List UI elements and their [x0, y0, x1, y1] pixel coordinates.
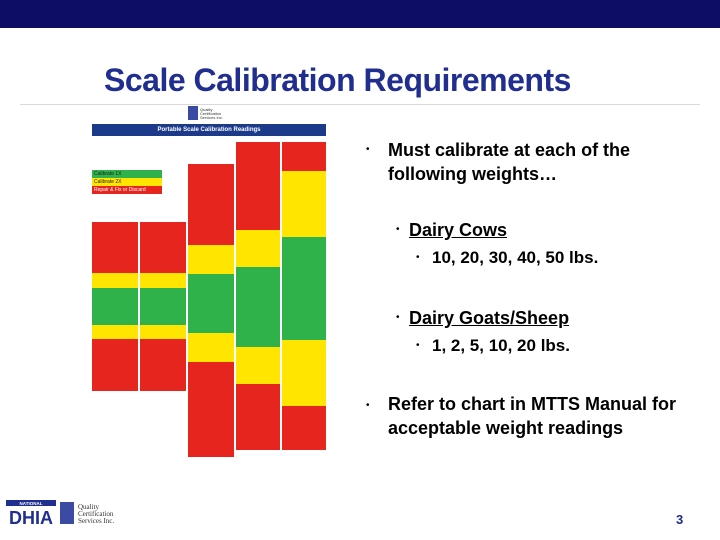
goats-sheep-weights: 1, 2, 5, 10, 20 lbs. [432, 336, 570, 355]
bullet-dairy-cows[interactable]: Dairy Cows [409, 220, 508, 240]
bullet-dot: • [366, 144, 370, 155]
legend-repair: Repair & Fix or Discard [92, 186, 162, 194]
qcs-logo-line1: Quality [78, 503, 99, 511]
legend-calibrate-2x: Calibrate 2X [92, 178, 162, 186]
dhia-logo-icon: NATIONAL DHIA [6, 500, 56, 526]
slide-title: Scale Calibration Requirements [104, 62, 571, 98]
calibration-chart: Quality Certification Services Inc. Port… [92, 104, 326, 466]
bullet-dot: • [416, 340, 420, 351]
svg-text:Certification: Certification [200, 111, 221, 116]
bullet-dot: • [396, 312, 400, 323]
chart-header: Portable Scale Calibration Readings [92, 124, 326, 136]
page-number: 3 [676, 512, 684, 527]
legend-calibrate-1x: Calibrate 1X [92, 170, 162, 178]
chart-column-20 [140, 222, 186, 391]
bullet-main-1: Must calibrate at each of the following … [388, 140, 631, 184]
chart-column-50 [282, 142, 326, 450]
chart-column-30 [188, 164, 234, 458]
bullet-dot: • [416, 252, 420, 263]
bullet-main-2: Refer to chart in MTTS Manual for accept… [388, 394, 677, 438]
chart-legend: Calibrate 1X Calibrate 2X Repair & Fix o… [92, 170, 162, 194]
top-bar [0, 0, 720, 28]
dairy-cows-weights: 10, 20, 30, 40, 50 lbs. [432, 248, 599, 267]
bullet-dairy-goats-sheep[interactable]: Dairy Goats/Sheep [409, 308, 570, 328]
title-divider [20, 104, 700, 105]
bullet-dot: • [366, 400, 370, 411]
chart-column-10 [92, 222, 138, 391]
bullet-dot: • [396, 224, 400, 235]
qcs-logo-icon: Quality Certification Services Inc. [60, 502, 114, 525]
qcs-logo-line3: Services Inc. [78, 517, 114, 525]
chart-column-40 [236, 142, 280, 450]
qcs-logo-icon: Quality Certification Services Inc. [188, 106, 223, 120]
svg-text:Services Inc.: Services Inc. [200, 115, 223, 120]
qcs-logo-line2: Certification [78, 510, 114, 518]
svg-text:Quality: Quality [200, 107, 212, 112]
dhia-logo-text: DHIA [9, 508, 53, 526]
dhia-logo-top: NATIONAL [20, 501, 43, 506]
